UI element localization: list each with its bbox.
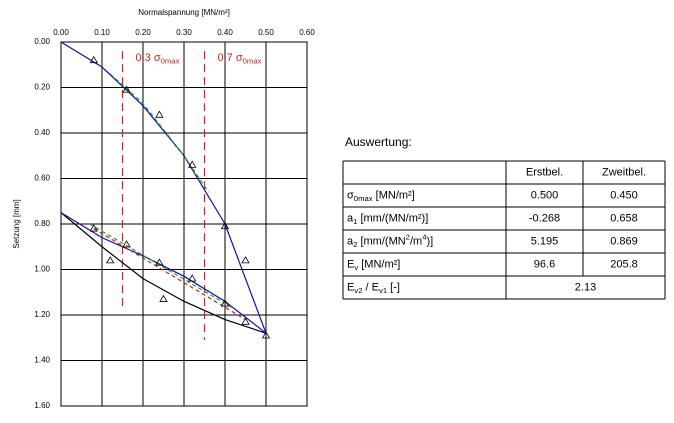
table-cell: 5.195 [531, 235, 559, 247]
row-label: Ev2​ / Ev1​ [-] [347, 281, 400, 294]
subscript: 1 [353, 217, 357, 226]
table-cell: -0.268 [529, 212, 560, 224]
text-part: [MN/m²] [358, 258, 400, 270]
reference-label: 0,3 σ0max​ [136, 52, 180, 65]
y-tick-label: 1.20 [34, 310, 50, 319]
x-tick-label: 0.60 [299, 28, 315, 37]
table-cell: 0.658 [610, 212, 638, 224]
line [60, 212, 267, 334]
subscript: 2 [353, 240, 357, 249]
point [220, 299, 230, 307]
superscript: 4 [422, 233, 427, 242]
y-tick-label: 0.20 [34, 83, 50, 92]
text-part: [mm/(MN/m²)] [357, 212, 428, 224]
point [155, 110, 164, 118]
x-tick-label: 0.30 [176, 28, 192, 37]
text-part: E [347, 281, 354, 293]
superscript: 2 [406, 233, 410, 242]
line [93, 228, 246, 321]
subscript: v [354, 263, 358, 272]
text-part: [mm/(MN [357, 235, 405, 247]
text-part: a [347, 212, 354, 224]
text-part: / E [362, 281, 379, 293]
point [261, 331, 271, 339]
plot-frame [60, 41, 308, 407]
y-tick-label: 0.00 [34, 37, 50, 46]
x-axis-title: Normalspannung [MN/m²] [138, 8, 230, 17]
table-cell: 2.13 [575, 281, 596, 293]
subscript: 0max [243, 56, 262, 65]
point [241, 317, 250, 325]
table-cell: 96.6 [534, 258, 555, 270]
text-part: )] [426, 235, 433, 247]
text-part: [-] [387, 281, 400, 293]
text-part: /m [410, 235, 422, 247]
table-title: Auswertung: [345, 135, 412, 149]
x-tick-label: 0.10 [94, 28, 110, 37]
point [188, 160, 197, 168]
row-label: Ev​ [MN/m²] [347, 258, 400, 271]
table-header: Zweitbel. [602, 166, 646, 178]
point [241, 256, 250, 264]
line [109, 73, 210, 193]
text-part: E [347, 258, 354, 270]
subscript: v1 [379, 286, 387, 295]
table: Erstbel. Zweitbel. σ0max​ [MN/m²] 0.500 0.45… [342, 160, 666, 300]
point [106, 256, 115, 264]
table-cell: 0.869 [610, 235, 638, 247]
y-tick-label: 1.00 [34, 265, 50, 274]
x-tick-label: 0.40 [217, 28, 233, 37]
subscript: 0max [161, 56, 180, 65]
subscript: 0max [354, 194, 373, 203]
x-tick-label: 0.20 [135, 28, 151, 37]
subscript: v2 [354, 286, 362, 295]
text-part: σ [347, 189, 354, 201]
point [122, 240, 131, 248]
row-label: a1​ [mm/(MN/m²)] [347, 212, 428, 225]
point [89, 224, 98, 232]
y-tick-label: 0.60 [34, 174, 50, 183]
y-tick-label: 1.40 [34, 356, 50, 365]
point [122, 85, 131, 93]
text-part: a [347, 235, 354, 247]
y-tick-label: 0.80 [34, 219, 50, 228]
point [155, 258, 164, 266]
point [220, 221, 230, 230]
table-header: Erstbel. [526, 166, 563, 178]
point [159, 294, 168, 302]
table-cell: 205.8 [610, 258, 638, 270]
y-tick-label: 1.60 [34, 401, 50, 410]
x-tick-label: 0.00 [53, 28, 69, 37]
row-label: σ0max​ [MN/m²] [347, 189, 415, 202]
table-cell: 0.450 [610, 189, 638, 201]
point [89, 55, 98, 64]
text-part: 0,7 σ [218, 52, 243, 64]
y-axis-title: Setzung [mm] [12, 199, 21, 248]
x-tick-label: 0.50 [258, 28, 274, 37]
table-cell: 0.500 [531, 189, 559, 201]
text-part: 0,3 σ [136, 52, 161, 64]
point [188, 274, 197, 282]
y-tick-label: 0.40 [34, 128, 50, 137]
text-part: [MN/m²] [373, 189, 415, 201]
reference-label: 0,7 σ0max​ [218, 52, 262, 65]
line [60, 212, 267, 334]
line [89, 223, 234, 309]
row-label: a2​ [mm/(MN2​/m4​)] [347, 233, 433, 249]
